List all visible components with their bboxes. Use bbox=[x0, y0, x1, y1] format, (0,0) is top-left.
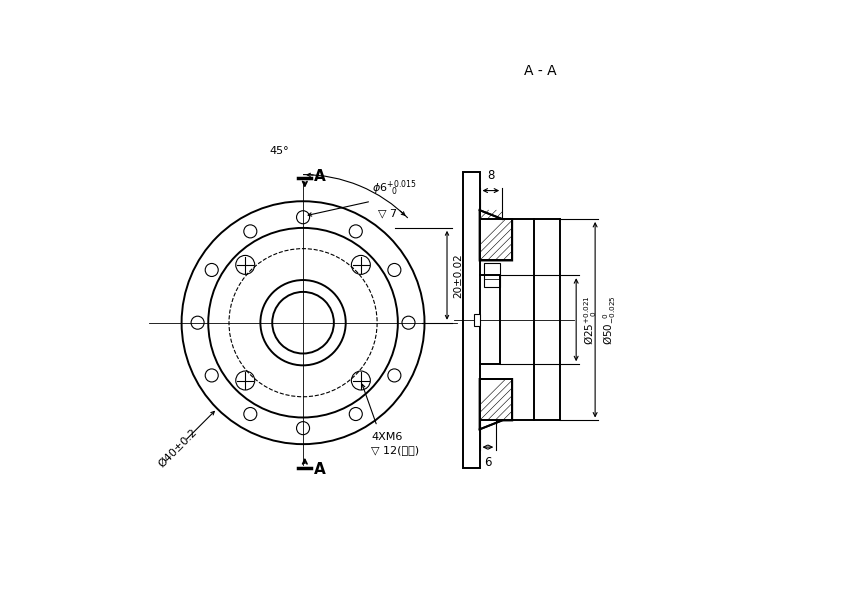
Text: 45°: 45° bbox=[269, 146, 290, 156]
Bar bbox=[484, 264, 500, 287]
Text: 20±0.02: 20±0.02 bbox=[453, 253, 463, 298]
Bar bbox=[474, 314, 480, 326]
Text: 8: 8 bbox=[487, 169, 494, 182]
Text: $\phi$6$^{+0.015}_{\ \ 0}$: $\phi$6$^{+0.015}_{\ \ 0}$ bbox=[373, 179, 417, 199]
Text: A: A bbox=[314, 169, 325, 184]
Text: ▽ 12(论纹): ▽ 12(论纹) bbox=[371, 446, 419, 455]
Text: ▽ 7: ▽ 7 bbox=[379, 208, 397, 218]
Text: 6: 6 bbox=[484, 456, 492, 469]
Text: A - A: A - A bbox=[524, 64, 556, 78]
Text: Ø50$^{\ \ 0}_{-0.025}$: Ø50$^{\ \ 0}_{-0.025}$ bbox=[601, 295, 618, 344]
Text: 4XM6: 4XM6 bbox=[371, 432, 402, 443]
Bar bbox=[463, 172, 480, 468]
Text: Ø40±0.2: Ø40±0.2 bbox=[156, 427, 199, 469]
Text: Ø25$^{+0.021}_{\ \ \ 0}$: Ø25$^{+0.021}_{\ \ \ 0}$ bbox=[582, 295, 599, 344]
Text: A: A bbox=[314, 462, 325, 477]
